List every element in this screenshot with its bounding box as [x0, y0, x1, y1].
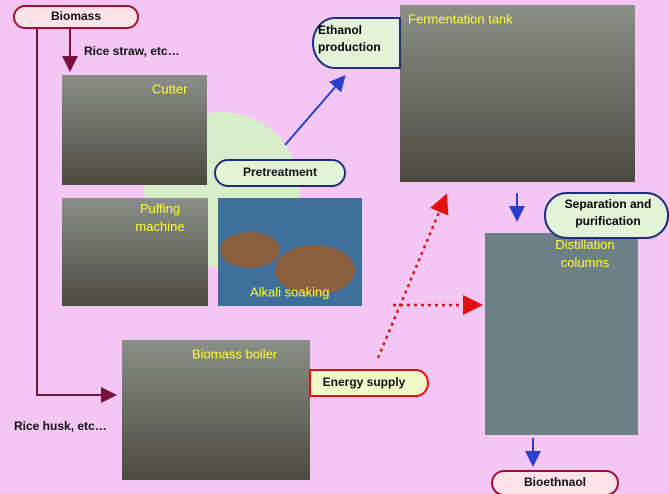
label: Bioethnaol: [524, 475, 586, 489]
label: Separation and purification: [552, 196, 664, 230]
label: Energy supply: [323, 375, 406, 389]
photo-label: Cutter: [152, 81, 188, 96]
photo-label: Fermentation tank: [408, 11, 513, 26]
label: Ethanol production: [318, 20, 398, 56]
photo-label-box: Puffing machine: [120, 200, 200, 240]
photo-label: Biomass boiler: [192, 346, 278, 361]
label-box: Separation and purification: [552, 196, 664, 236]
diagram: Biomass Rice straw, etc… Rice husk, etc……: [0, 0, 669, 494]
photo-label-box: Distillation columns: [540, 236, 630, 276]
label-box: Ethanol production: [318, 20, 398, 66]
photo-label: Distillation columns: [540, 236, 630, 272]
photo-label: Alkali soaking: [250, 284, 330, 299]
fermentation-photo: [400, 5, 635, 182]
label: Rice husk, etc…: [14, 419, 107, 433]
tub: [220, 232, 280, 268]
label: Pretreatment: [243, 165, 317, 179]
label: Rice straw, etc…: [84, 44, 180, 58]
photo-label: Puffing machine: [120, 200, 200, 236]
label: Biomass: [51, 9, 101, 23]
